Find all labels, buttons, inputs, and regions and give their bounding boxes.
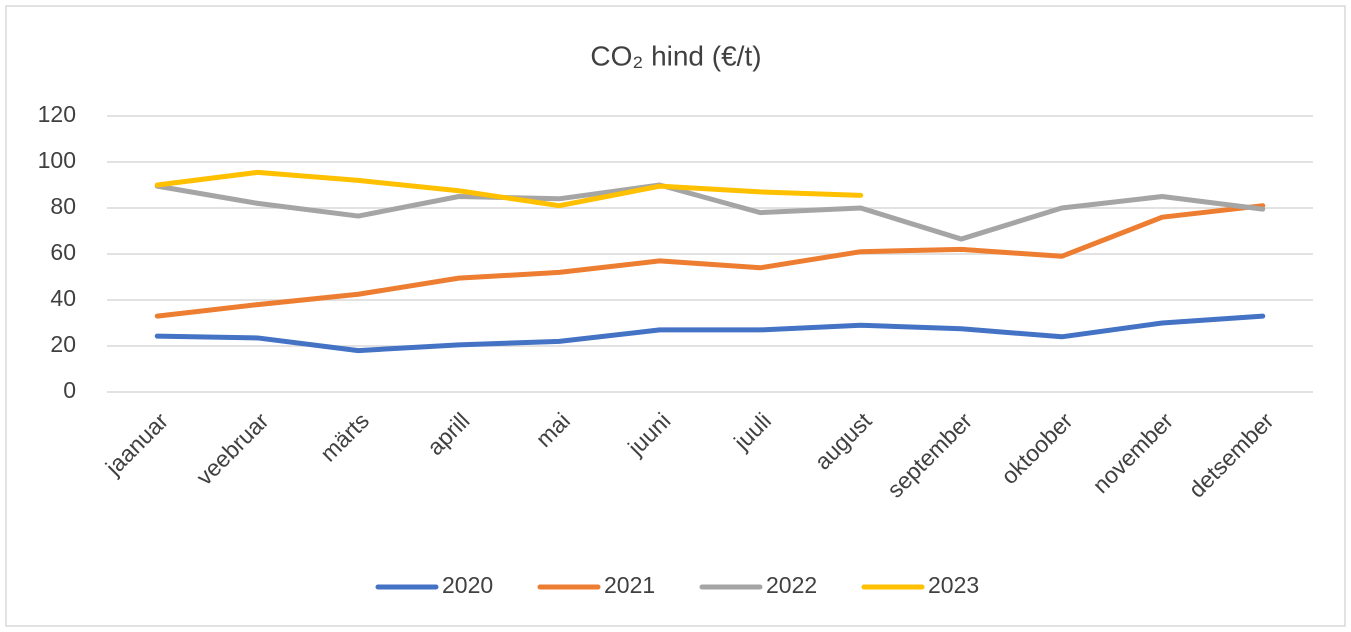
y-tick-label: 120 — [38, 101, 76, 127]
y-tick-label: 60 — [50, 239, 76, 265]
series-line — [154, 169, 864, 209]
legend-label: 2020 — [442, 572, 493, 598]
series-line — [154, 313, 1266, 354]
legend-label: 2022 — [766, 572, 817, 598]
y-tick-label: 100 — [38, 147, 76, 173]
y-tick-label: 20 — [50, 331, 76, 357]
chart-border — [5, 5, 1346, 627]
series-line — [154, 182, 1266, 242]
series-line — [154, 203, 1266, 319]
legend-label: 2021 — [604, 572, 655, 598]
y-tick-label: 40 — [50, 285, 76, 311]
chart-title: CO₂ hind (€/t) — [590, 40, 761, 71]
y-tick-label: 0 — [63, 377, 76, 403]
y-tick-label: 80 — [50, 193, 76, 219]
legend-label: 2023 — [928, 572, 979, 598]
